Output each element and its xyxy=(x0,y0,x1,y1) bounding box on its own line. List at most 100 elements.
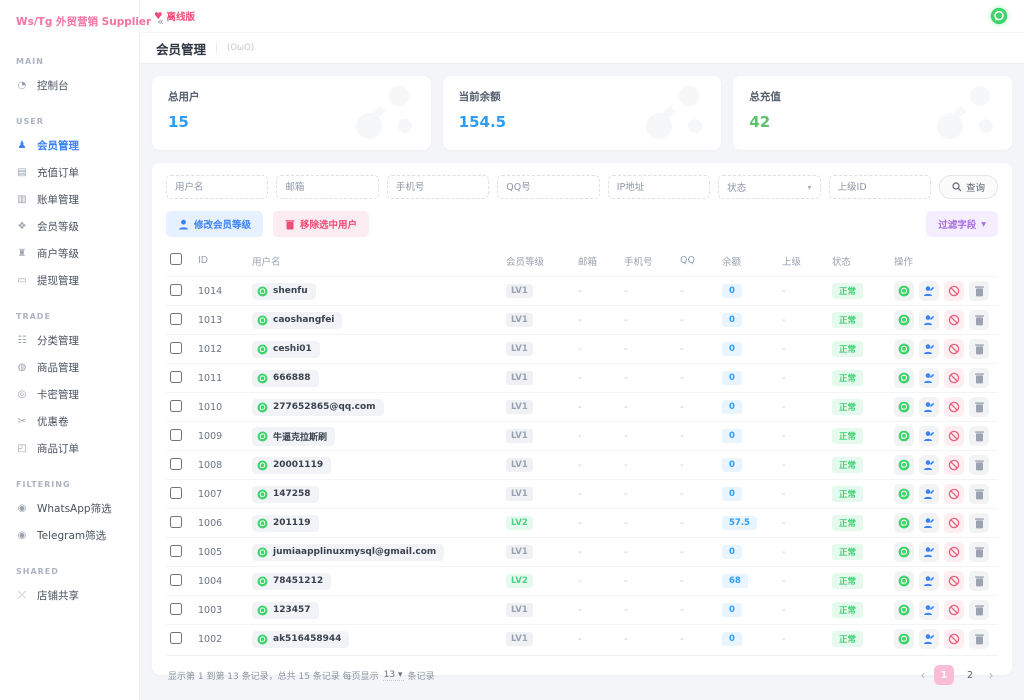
whatsapp-action-button[interactable] xyxy=(894,513,914,533)
whatsapp-action-button[interactable] xyxy=(894,571,914,591)
sidebar-item-recharge-orders[interactable]: ▤ 充值订单 xyxy=(0,159,139,186)
edit-user-button[interactable] xyxy=(919,600,939,620)
delete-user-button[interactable] xyxy=(969,397,989,417)
phone-filter-input[interactable] xyxy=(387,175,489,199)
delete-user-button[interactable] xyxy=(969,484,989,504)
ban-user-button[interactable] xyxy=(944,513,964,533)
page-size-select[interactable]: 13 ▾ xyxy=(383,670,404,681)
row-checkbox[interactable] xyxy=(170,574,182,586)
ban-user-button[interactable] xyxy=(944,455,964,475)
row-checkbox[interactable] xyxy=(170,458,182,470)
sidebar-item-merchant-levels[interactable]: ♜ 商户等级 xyxy=(0,240,139,267)
row-checkbox[interactable] xyxy=(170,284,182,296)
sidebar-item-telegram-filter[interactable]: ◉ Telegram筛选 xyxy=(0,522,139,549)
remove-selected-users-button[interactable]: 移除选中用户 xyxy=(273,211,369,237)
sidebar-item-shop-sharing[interactable]: ⤫ 店铺共享 xyxy=(0,582,139,609)
whatsapp-action-button[interactable] xyxy=(894,426,914,446)
row-checkbox[interactable] xyxy=(170,342,182,354)
whatsapp-status-button[interactable] xyxy=(988,5,1010,27)
next-page-button[interactable]: › xyxy=(986,668,996,682)
whatsapp-action-button[interactable] xyxy=(894,310,914,330)
ban-user-button[interactable] xyxy=(944,600,964,620)
delete-user-button[interactable] xyxy=(969,426,989,446)
sidebar-item-product-orders[interactable]: ◰ 商品订单 xyxy=(0,435,139,462)
page-button-2[interactable]: 2 xyxy=(960,665,980,685)
whatsapp-action-button[interactable] xyxy=(894,397,914,417)
edit-user-button[interactable] xyxy=(919,484,939,504)
row-checkbox[interactable] xyxy=(170,400,182,412)
delete-user-button[interactable] xyxy=(969,600,989,620)
sidebar-item-member-levels[interactable]: ❖ 会员等级 xyxy=(0,213,139,240)
sidebar-collapse-icon[interactable]: « xyxy=(157,15,164,28)
ban-user-button[interactable] xyxy=(944,397,964,417)
edit-user-button[interactable] xyxy=(919,368,939,388)
sidebar-item-whatsapp-filter[interactable]: ◉ WhatsApp筛选 xyxy=(0,495,139,522)
ban-user-button[interactable] xyxy=(944,629,964,649)
delete-user-button[interactable] xyxy=(969,455,989,475)
parent-id-filter-input[interactable] xyxy=(829,175,931,199)
delete-user-button[interactable] xyxy=(969,542,989,562)
sidebar-item-coupons[interactable]: ✂ 优惠卷 xyxy=(0,408,139,435)
row-checkbox[interactable] xyxy=(170,429,182,441)
whatsapp-action-button[interactable] xyxy=(894,629,914,649)
edit-user-button[interactable] xyxy=(919,513,939,533)
delete-user-button[interactable] xyxy=(969,571,989,591)
whatsapp-action-button[interactable] xyxy=(894,542,914,562)
sidebar-item-products[interactable]: ◍ 商品管理 xyxy=(0,354,139,381)
qq-filter-input[interactable] xyxy=(497,175,599,199)
username-filter-input[interactable] xyxy=(166,175,268,199)
edit-user-button[interactable] xyxy=(919,542,939,562)
whatsapp-action-button[interactable] xyxy=(894,368,914,388)
sidebar-item-withdrawals[interactable]: ▭ 提现管理 xyxy=(0,267,139,294)
ban-user-button[interactable] xyxy=(944,310,964,330)
row-checkbox[interactable] xyxy=(170,603,182,615)
sidebar-item-billing[interactable]: ▥ 账单管理 xyxy=(0,186,139,213)
whatsapp-action-button[interactable] xyxy=(894,484,914,504)
ban-user-button[interactable] xyxy=(944,571,964,591)
row-checkbox[interactable] xyxy=(170,545,182,557)
sidebar-item-dashboard[interactable]: ◔ 控制台 xyxy=(0,72,139,99)
whatsapp-action-button[interactable] xyxy=(894,600,914,620)
whatsapp-action-button[interactable] xyxy=(894,455,914,475)
row-checkbox[interactable] xyxy=(170,487,182,499)
row-checkbox[interactable] xyxy=(170,516,182,528)
ban-user-button[interactable] xyxy=(944,426,964,446)
edit-user-button[interactable] xyxy=(919,571,939,591)
whatsapp-action-button[interactable] xyxy=(894,339,914,359)
edit-user-button[interactable] xyxy=(919,455,939,475)
sidebar-item-members[interactable]: ♟ 会员管理 xyxy=(0,132,139,159)
row-checkbox[interactable] xyxy=(170,371,182,383)
delete-user-button[interactable] xyxy=(969,339,989,359)
ban-user-button[interactable] xyxy=(944,368,964,388)
edit-user-button[interactable] xyxy=(919,339,939,359)
trash-icon xyxy=(974,430,985,442)
edit-member-level-button[interactable]: 修改会员等级 xyxy=(166,211,263,237)
prev-page-button[interactable]: ‹ xyxy=(918,668,928,682)
delete-user-button[interactable] xyxy=(969,629,989,649)
ip-filter-input[interactable] xyxy=(608,175,710,199)
ban-user-button[interactable] xyxy=(944,542,964,562)
ban-user-button[interactable] xyxy=(944,281,964,301)
edit-user-button[interactable] xyxy=(919,310,939,330)
delete-user-button[interactable] xyxy=(969,513,989,533)
sidebar-item-card-keys[interactable]: ◎ 卡密管理 xyxy=(0,381,139,408)
select-all-checkbox[interactable] xyxy=(170,253,182,265)
row-checkbox[interactable] xyxy=(170,632,182,644)
filter-fields-button[interactable]: 过滤字段 ▾ xyxy=(926,211,998,237)
email-filter-input[interactable] xyxy=(276,175,378,199)
delete-user-button[interactable] xyxy=(969,310,989,330)
search-button[interactable]: 查询 xyxy=(939,175,998,199)
page-button-1[interactable]: 1 xyxy=(934,665,954,685)
delete-user-button[interactable] xyxy=(969,368,989,388)
delete-user-button[interactable] xyxy=(969,281,989,301)
row-checkbox[interactable] xyxy=(170,313,182,325)
edit-user-button[interactable] xyxy=(919,281,939,301)
edit-user-button[interactable] xyxy=(919,629,939,649)
sidebar-item-categories[interactable]: ☷ 分类管理 xyxy=(0,327,139,354)
status-filter-select[interactable]: 状态 ▾ xyxy=(718,175,820,199)
ban-user-button[interactable] xyxy=(944,339,964,359)
whatsapp-action-button[interactable] xyxy=(894,281,914,301)
ban-user-button[interactable] xyxy=(944,484,964,504)
edit-user-button[interactable] xyxy=(919,426,939,446)
edit-user-button[interactable] xyxy=(919,397,939,417)
